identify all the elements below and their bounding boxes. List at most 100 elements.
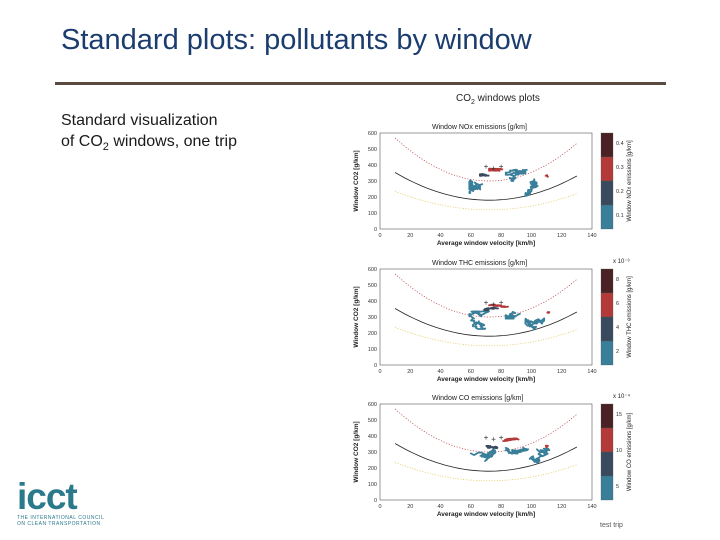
x-tick-label: 0	[378, 504, 381, 510]
x-axis-label: Average window velocity [km/h]	[437, 376, 535, 383]
colorbar-multiplier: x 10⁻³	[613, 259, 630, 265]
panel-2: Window THC emissions [g/km]6005004003002…	[353, 259, 633, 383]
marker-cross	[484, 164, 488, 169]
colorbar-segment	[600, 156, 614, 182]
colorbar-tick-label: 2	[616, 349, 619, 355]
y-tick-label: 0	[374, 498, 377, 504]
x-tick-label: 60	[468, 233, 474, 239]
trip-window-trace	[485, 444, 499, 450]
panel-title: Window NOx emissions [g/km]	[432, 124, 527, 131]
colorbar-tick-label: 10	[616, 448, 622, 454]
y-tick-label: 100	[368, 211, 377, 217]
x-tick-label: 40	[438, 233, 444, 239]
reference-curve	[394, 308, 578, 337]
colorbar-multiplier: x 10⁻⁴	[613, 393, 631, 400]
panel-title: Window CO emissions [g/km]	[432, 395, 523, 402]
x-tick-label: 20	[407, 369, 413, 375]
y-axis-label: Window CO2 [g/km]	[353, 286, 360, 347]
logo-wordmark: icct	[17, 476, 78, 517]
y-tick-label: 400	[368, 299, 377, 305]
marker-cross	[484, 300, 488, 305]
colorbar-segment	[600, 268, 614, 294]
colorbar-segment	[600, 204, 614, 230]
y-tick-label: 500	[368, 283, 377, 289]
colorbar-tick-label: 6	[616, 301, 619, 307]
trip-window-trace	[468, 310, 490, 330]
colorbar-tick-label: 8	[616, 277, 619, 283]
x-tick-label: 140	[587, 504, 596, 510]
trip-window-trace	[546, 310, 551, 315]
colorbar-segment	[600, 427, 614, 453]
body-line-2: of CO2 windows, one trip	[61, 133, 237, 154]
trip-window-trace	[524, 317, 546, 331]
trip-window-trace	[483, 306, 499, 312]
colorbar-tick-label: 0.3	[616, 165, 624, 171]
y-tick-label: 200	[368, 195, 377, 201]
reference-curve	[394, 443, 578, 472]
panel-1: Window NOx emissions [g/km]6005004003002…	[353, 124, 633, 247]
y-tick-label: 500	[368, 418, 377, 424]
body-line-1: Standard visualization	[61, 112, 218, 129]
marker-cross	[499, 164, 504, 169]
y-tick-label: 100	[368, 347, 377, 353]
x-tick-label: 100	[527, 504, 536, 510]
x-tick-label: 100	[527, 233, 536, 239]
x-tick-label: 120	[557, 504, 566, 510]
x-tick-label: 60	[468, 504, 474, 510]
colorbar-tick-label: 0.2	[616, 189, 624, 195]
y-tick-label: 400	[368, 163, 377, 169]
x-tick-label: 80	[498, 504, 504, 510]
colorbar-segment	[600, 340, 614, 366]
x-tick-label: 100	[527, 369, 536, 375]
trip-window-trace	[468, 179, 484, 194]
y-tick-label: 400	[368, 434, 377, 440]
y-tick-label: 300	[368, 179, 377, 185]
trip-window-trace	[504, 311, 521, 320]
x-tick-label: 60	[468, 369, 474, 375]
colorbar-segment	[600, 292, 614, 318]
x-axis-label: Average window velocity [km/h]	[437, 240, 535, 247]
marker-cross	[499, 300, 504, 305]
colorbar-segment	[600, 475, 614, 501]
upper-tolerance-curve	[394, 408, 578, 453]
slide-title: Standard plots: pollutants by window	[61, 24, 532, 56]
figure-footer: test trip	[600, 522, 623, 529]
trip-window-trace	[504, 446, 529, 455]
colorbar-tick-label: 0.4	[616, 141, 624, 147]
colorbar-segment	[600, 403, 614, 429]
marker-cross	[499, 435, 504, 440]
x-tick-label: 0	[378, 233, 381, 239]
logo-tagline-2: ON CLEAN TRANSPORTATION	[17, 521, 101, 527]
reference-curve	[394, 172, 578, 201]
panel-axes	[379, 268, 593, 366]
y-tick-label: 600	[368, 402, 377, 408]
trip-window-trace	[469, 448, 497, 462]
lower-tolerance-curve	[394, 326, 578, 347]
trip-window-trace	[479, 173, 490, 177]
panel-axes	[379, 403, 593, 501]
slide-body-text: Standard visualization of CO2 windows, o…	[61, 110, 237, 158]
y-tick-label: 200	[368, 331, 377, 337]
logo-tagline-1: THE INTERNATIONAL COUNCIL	[17, 515, 105, 521]
colorbar-label: Window CO emissions [g/km]	[627, 412, 633, 491]
trip-window-trace	[544, 444, 549, 449]
upper-tolerance-curve	[394, 137, 578, 182]
colorbar-label: Window THC emissions [g/km]	[627, 276, 633, 358]
y-tick-label: 500	[368, 147, 377, 153]
trip-window-trace	[488, 303, 509, 308]
x-tick-label: 80	[498, 369, 504, 375]
colorbar-tick-label: 15	[616, 412, 622, 418]
x-tick-label: 20	[407, 233, 413, 239]
x-tick-label: 40	[438, 504, 444, 510]
x-tick-label: 140	[587, 233, 596, 239]
trip-window-trace	[504, 168, 528, 182]
colorbar-segment	[600, 316, 614, 342]
y-tick-label: 300	[368, 315, 377, 321]
y-tick-label: 300	[368, 450, 377, 456]
x-tick-label: 0	[378, 369, 381, 375]
x-tick-label: 120	[557, 233, 566, 239]
icct-logo: icct THE INTERNATIONAL COUNCIL ON CLEAN …	[17, 478, 104, 527]
x-axis-label: Average window velocity [km/h]	[437, 511, 535, 518]
trip-window-trace	[524, 178, 539, 197]
panel-axes	[379, 132, 593, 230]
